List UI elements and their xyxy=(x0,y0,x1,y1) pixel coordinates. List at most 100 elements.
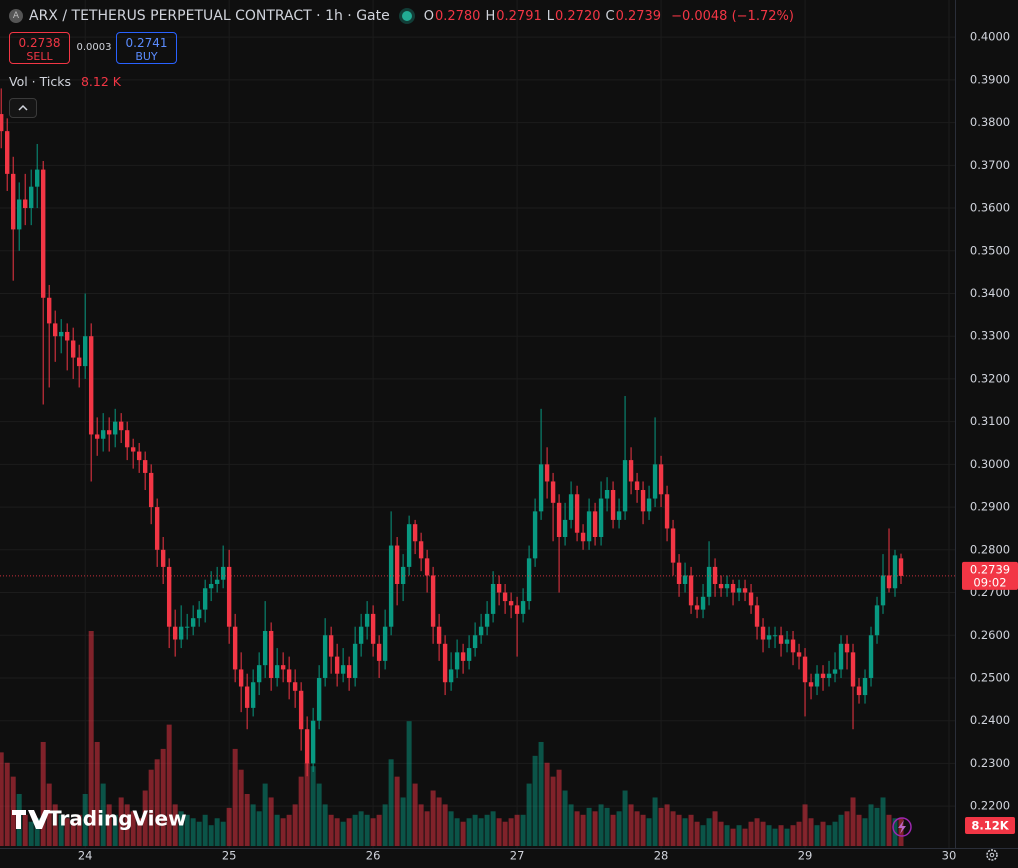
y-tick-label: 0.3700 xyxy=(970,158,1010,172)
y-tick-label: 0.3900 xyxy=(970,72,1010,86)
volume-bar xyxy=(700,825,706,846)
collapse-button[interactable] xyxy=(9,98,37,118)
volume-bar xyxy=(244,793,250,846)
candle-body xyxy=(472,635,478,649)
candle-body xyxy=(670,528,676,563)
volume-bar xyxy=(316,783,322,846)
volume-bar xyxy=(28,821,34,846)
replay-button[interactable] xyxy=(892,817,912,837)
candle-body xyxy=(658,464,664,495)
volume-bar xyxy=(70,821,76,846)
buy-button[interactable]: 0.2741 BUY xyxy=(116,32,177,64)
brand-name: TradingView xyxy=(48,807,187,831)
chart-title[interactable]: ARX / TETHERUS PERPETUAL CONTRACT · 1h ·… xyxy=(29,8,390,24)
candle-body xyxy=(496,583,502,593)
volume-bar xyxy=(478,818,484,846)
candle-body xyxy=(574,494,580,533)
candle-body xyxy=(868,635,874,678)
candle-body xyxy=(58,331,64,337)
candle-body xyxy=(106,430,112,435)
volume-bar xyxy=(52,804,58,846)
candle-body xyxy=(844,643,850,653)
candle-body xyxy=(784,639,790,644)
candle-body xyxy=(622,460,628,512)
volume-bar xyxy=(34,818,40,846)
volume-bar xyxy=(586,807,592,846)
x-tick-label: 28 xyxy=(654,849,669,863)
candle-body xyxy=(244,686,250,708)
candle-body xyxy=(178,626,184,640)
candle-body xyxy=(22,199,28,209)
volume-bar xyxy=(676,814,682,846)
candle-body xyxy=(862,677,868,696)
volume-bar xyxy=(868,804,874,846)
volume-bar xyxy=(544,762,550,846)
candle-body xyxy=(610,490,616,520)
candle-body xyxy=(388,545,394,627)
volume-bar xyxy=(376,814,382,846)
candle-body xyxy=(724,583,730,589)
candle-body xyxy=(616,511,622,520)
candle-body xyxy=(376,643,382,661)
volume-bar xyxy=(40,741,46,846)
volume-bar xyxy=(46,783,52,846)
candle-body xyxy=(418,541,424,559)
candle-body xyxy=(898,558,904,576)
volume-bar xyxy=(76,814,82,846)
volume-bar xyxy=(556,769,562,846)
volume-bar xyxy=(262,783,268,846)
candle-body xyxy=(760,626,766,640)
volume-bar xyxy=(838,814,844,846)
volume-bar xyxy=(370,818,376,846)
volume-bar xyxy=(460,821,466,846)
candle-body xyxy=(46,297,52,324)
candle-body xyxy=(766,635,772,640)
volume-bar xyxy=(508,818,514,846)
candle-body xyxy=(772,635,778,637)
volume-bar xyxy=(790,825,796,846)
candle-body xyxy=(886,575,892,589)
candle-body xyxy=(346,665,352,678)
candle-body xyxy=(52,323,58,337)
volume-bar xyxy=(250,804,256,846)
candle-body xyxy=(352,643,358,678)
x-tick-label: 30 xyxy=(942,849,957,863)
volume-bar xyxy=(148,769,154,846)
volume-bar xyxy=(862,818,868,846)
volume-bar xyxy=(364,814,370,846)
candle-body xyxy=(502,592,508,602)
volume-bar xyxy=(220,821,226,846)
volume-bar xyxy=(814,825,820,846)
settings-button[interactable] xyxy=(986,849,998,861)
y-tick-label: 0.3000 xyxy=(970,457,1010,471)
candle-body xyxy=(592,511,598,537)
buy-price: 0.2741 xyxy=(125,36,168,50)
volume-bar xyxy=(196,821,202,846)
volume-bar xyxy=(82,793,88,846)
volume-bar xyxy=(616,811,622,846)
volume-value: 8.12 K xyxy=(80,74,121,89)
volume-bar xyxy=(298,776,304,846)
volume-bar xyxy=(214,818,220,846)
candle-body xyxy=(76,357,82,367)
volume-bar xyxy=(208,825,214,846)
volume-bar xyxy=(730,828,736,846)
volume-bar xyxy=(22,814,28,846)
y-tick-label: 0.2300 xyxy=(970,756,1010,770)
volume-bar xyxy=(142,790,148,846)
volume-bar xyxy=(172,804,178,846)
candle-body xyxy=(82,336,88,367)
y-tick-label: 0.2800 xyxy=(970,542,1010,556)
volume-bar xyxy=(568,804,574,846)
candle-body xyxy=(478,626,484,636)
volume-bar xyxy=(448,811,454,846)
volume-bar xyxy=(484,814,490,846)
sell-button[interactable]: 0.2738 SELL xyxy=(9,32,70,64)
volume-bar xyxy=(598,804,604,846)
candle-body xyxy=(562,519,568,537)
volume-bar xyxy=(808,818,814,846)
volume-bar xyxy=(412,783,418,846)
candle-body xyxy=(4,131,10,174)
candle-body xyxy=(268,630,274,678)
status-dot xyxy=(401,11,412,21)
